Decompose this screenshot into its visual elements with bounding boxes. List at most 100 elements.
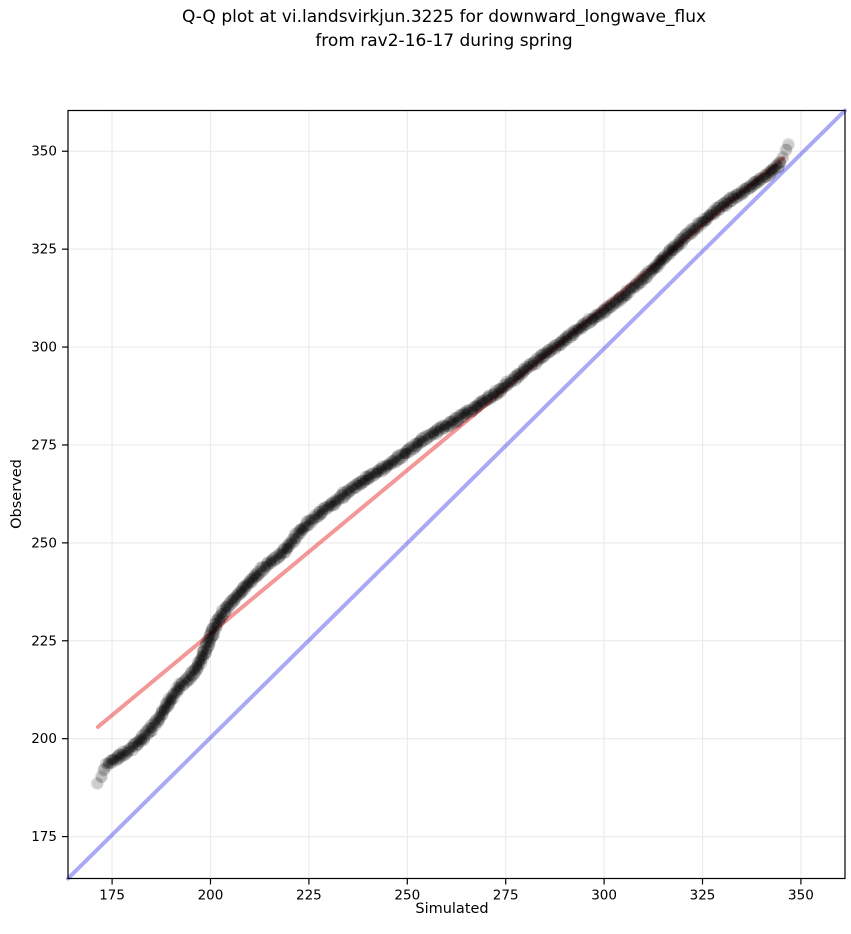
qq-point [476, 398, 488, 409]
qq-point-faint [773, 156, 786, 169]
fit-line-layer [95, 155, 786, 729]
qq-point [445, 415, 457, 427]
qq-point [155, 704, 167, 716]
qq-point [473, 396, 485, 408]
qq-point [582, 312, 594, 324]
qq-point [580, 316, 592, 328]
qq-point [510, 375, 522, 387]
qq-point [412, 440, 424, 452]
qq-point [220, 602, 232, 614]
qq-point [743, 181, 755, 193]
qq-point [157, 708, 169, 720]
qq-point [265, 554, 277, 566]
qq-point [283, 538, 294, 550]
qq-point-faint [774, 157, 786, 169]
qq-point [702, 211, 714, 223]
qq-point [482, 394, 494, 406]
qq-point [689, 222, 701, 234]
qq-point [241, 581, 253, 593]
qq-point [495, 386, 507, 398]
qq-point [337, 486, 348, 498]
qq-point [502, 380, 513, 392]
x-tick-label: 275 [493, 888, 519, 904]
qq-point [703, 209, 715, 221]
qq-point [150, 717, 162, 729]
qq-point [145, 723, 157, 734]
qq-point [641, 271, 653, 283]
qq-point [475, 396, 487, 408]
qq-point [220, 606, 231, 618]
qq-point [308, 514, 320, 526]
qq-point [203, 639, 215, 651]
qq-point [147, 721, 159, 733]
qq-point [487, 391, 499, 403]
qq-point [226, 593, 238, 605]
qq-point [625, 281, 637, 293]
qq-point [309, 509, 321, 521]
qq-point [352, 476, 364, 488]
qq-point [572, 325, 584, 337]
qq-point-faint [97, 763, 111, 777]
qq-point [208, 617, 220, 629]
qq-point [293, 524, 305, 536]
qq-point [188, 664, 200, 676]
qq-point [700, 215, 712, 227]
qq-point [731, 192, 743, 204]
qq-point [633, 278, 645, 290]
qq-point [219, 608, 230, 620]
qq-point [433, 425, 445, 437]
y-tick-label: 300 [31, 340, 57, 356]
qq-point [236, 582, 248, 594]
qq-point [666, 241, 678, 252]
qq-point [132, 739, 144, 751]
qq-point [543, 343, 555, 355]
qq-point [607, 300, 619, 312]
qq-point [586, 316, 597, 328]
qq-point [399, 448, 411, 460]
qq-point [309, 511, 321, 523]
qq-point [390, 452, 402, 464]
qq-point [113, 748, 125, 760]
x-tick-label: 300 [591, 888, 617, 904]
qq-point [347, 480, 359, 492]
qq-point [431, 428, 443, 440]
qq-point [214, 614, 226, 626]
qq-point [383, 457, 395, 469]
qq-point [648, 261, 659, 273]
qq-point [228, 591, 240, 603]
qq-point [415, 437, 427, 449]
qq-point [521, 363, 533, 375]
qq-point [679, 229, 691, 241]
qq-point [641, 267, 653, 279]
qq-point [735, 185, 747, 197]
identity-line [66, 108, 847, 881]
qq-point-faint [95, 772, 108, 784]
qq-point [276, 548, 288, 560]
qq-point [251, 570, 263, 582]
qq-point [541, 348, 553, 360]
qq-point [761, 167, 773, 179]
qq-point [351, 482, 363, 494]
qq-point [395, 448, 407, 460]
qq-point [610, 297, 622, 309]
qq-point [341, 488, 353, 500]
qq-point [614, 291, 626, 302]
qq-point [704, 209, 716, 221]
qq-point [457, 407, 469, 419]
qq-point [651, 258, 663, 270]
qq-point [235, 588, 247, 600]
qq-point [105, 758, 116, 770]
qq-point [491, 389, 503, 401]
qq-point [372, 467, 384, 479]
chart-title: Q-Q plot at vi.landsvirkjun.3225 for dow… [38, 6, 850, 53]
qq-point [134, 736, 146, 748]
qq-point [735, 187, 747, 198]
qq-point [620, 285, 632, 296]
qq-point [178, 679, 190, 691]
qq-point [102, 760, 113, 772]
qq-point [302, 520, 314, 532]
qq-point [613, 291, 625, 303]
qq-point [523, 358, 535, 370]
qq-point [380, 462, 392, 474]
qq-point [559, 331, 571, 343]
